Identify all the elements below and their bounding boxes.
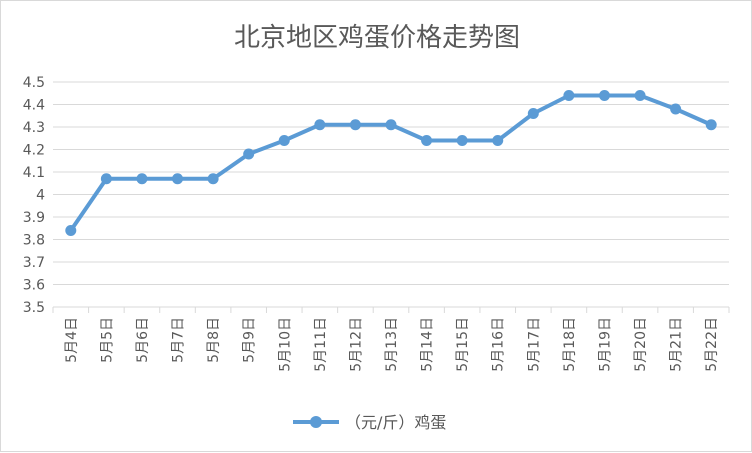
y-axis: 3.5 3.6 3.7 3.8 3.9 4 4.1 4.2 4.3 4.4 4.5 — [23, 75, 45, 316]
y-tick-label: 3.9 — [23, 210, 45, 226]
x-axis: 5月4日 5月5日 5月6日 5月7日 5月8日 5月9日 5月10日 5月11日 5月12日 5… — [52, 307, 730, 372]
y-tick-label: 3.8 — [23, 233, 45, 249]
legend-label: （元/斤）鸡蛋 — [345, 413, 446, 432]
y-tick-label: 3.7 — [23, 255, 45, 271]
data-point — [278, 135, 290, 146]
data-point — [243, 148, 255, 160]
legend-point-marker — [310, 416, 322, 428]
y-tick-label: 3.6 — [23, 278, 45, 294]
x-tick-label: 5月22日 — [704, 317, 720, 372]
y-tick-label: 3.5 — [23, 300, 45, 316]
data-point — [670, 103, 682, 115]
y-tick-label: 4.5 — [23, 75, 45, 91]
x-tick-label: 5月17日 — [526, 317, 542, 372]
x-tick-label: 5月12日 — [348, 317, 364, 372]
y-tick-label: 4.3 — [23, 120, 45, 136]
x-tick-label: 5月5日 — [99, 317, 115, 363]
x-tick-label: 5月7日 — [171, 317, 187, 363]
data-point — [634, 90, 646, 101]
x-tick-label: 5月6日 — [135, 317, 151, 363]
chart-title: 北京地区鸡蛋价格走势图 — [234, 23, 520, 53]
data-point — [421, 135, 433, 146]
x-tick-label: 5月20日 — [633, 317, 649, 372]
data-point — [563, 90, 575, 101]
data-point — [100, 173, 112, 185]
y-tick-label: 4.4 — [23, 98, 45, 114]
data-point — [65, 225, 77, 236]
series-line — [69, 93, 713, 232]
legend: （元/斤）鸡蛋 — [293, 413, 446, 432]
x-tick-label: 5月14日 — [420, 317, 436, 372]
y-tick-label: 4.1 — [23, 165, 45, 181]
data-point — [527, 108, 539, 119]
x-tick-label: 5月18日 — [562, 317, 578, 372]
x-tick-label: 5月4日 — [64, 317, 80, 363]
x-tick-label: 5月13日 — [384, 317, 400, 372]
y-tick-label: 4.2 — [23, 143, 45, 159]
data-point — [207, 173, 219, 185]
data-point — [172, 173, 184, 185]
data-point — [705, 119, 717, 131]
x-tick-label: 5月10日 — [277, 317, 293, 372]
x-tick-label: 5月21日 — [669, 317, 685, 372]
gridlines — [53, 81, 729, 308]
data-point — [492, 135, 504, 146]
data-point — [349, 119, 361, 131]
x-tick-label: 5月15日 — [455, 317, 471, 372]
y-tick-label: 4 — [36, 188, 45, 204]
data-point — [136, 173, 148, 185]
data-point — [456, 135, 468, 146]
x-tick-label: 5月11日 — [313, 317, 329, 372]
x-tick-label: 5月16日 — [491, 317, 507, 372]
x-tick-label: 5月9日 — [242, 317, 258, 363]
data-point — [598, 90, 610, 101]
data-point — [314, 119, 326, 131]
x-tick-label: 5月19日 — [597, 317, 613, 372]
series-group — [65, 90, 717, 236]
x-tick-label: 5月8日 — [206, 317, 222, 363]
data-point — [385, 119, 397, 131]
